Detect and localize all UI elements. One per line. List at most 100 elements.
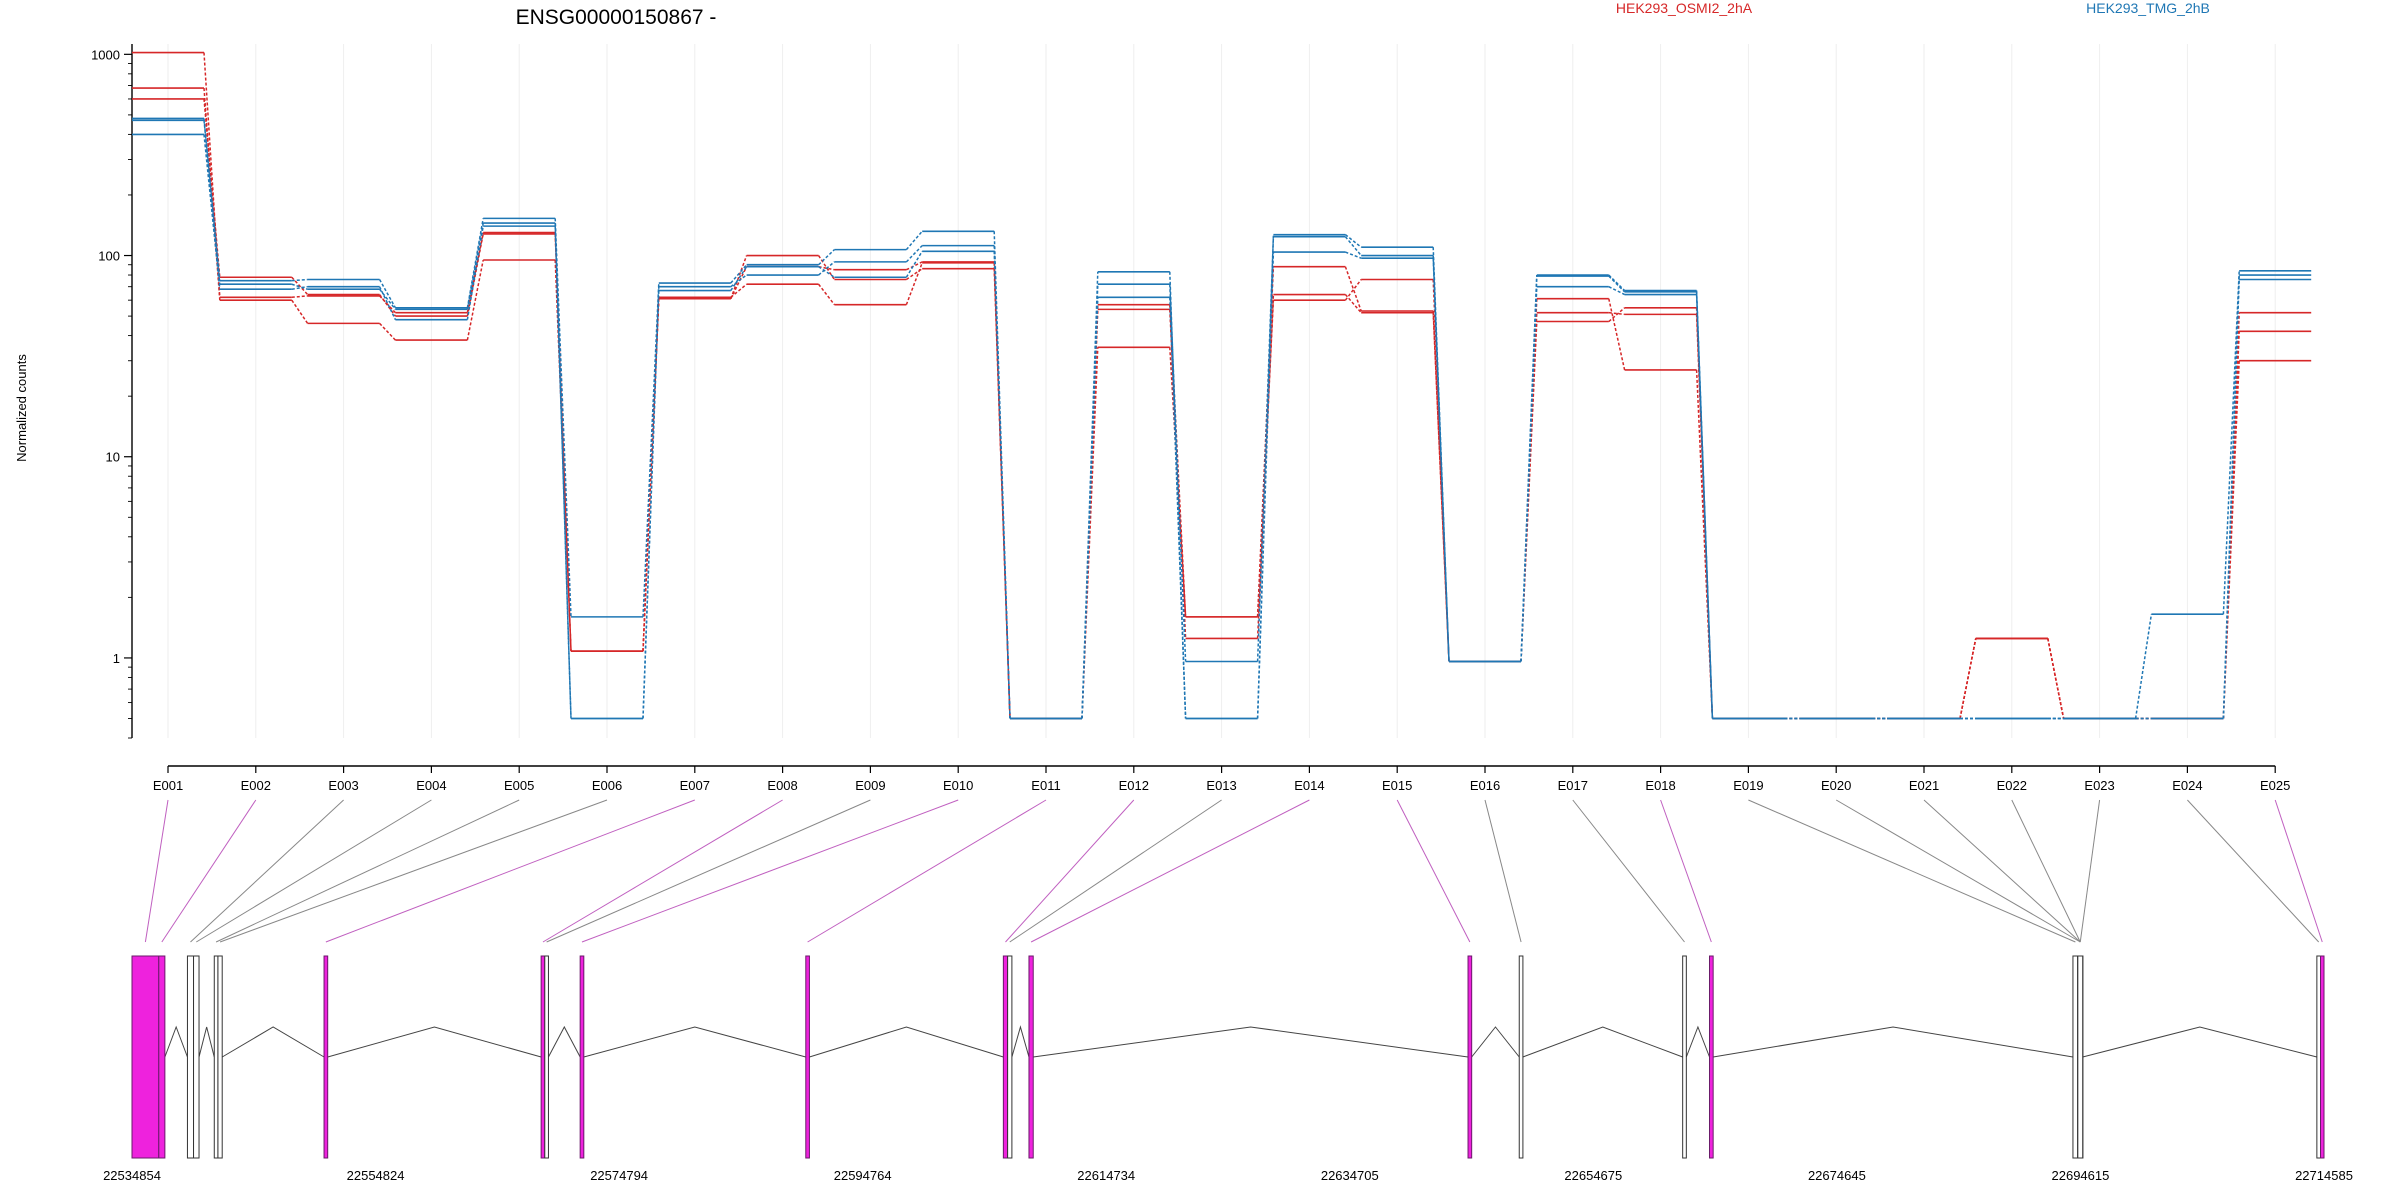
exon-box <box>158 955 166 1159</box>
series-connector <box>730 274 748 288</box>
series-connector <box>1608 286 1625 296</box>
series-connector <box>1695 294 1714 719</box>
intron-line <box>1471 1026 1520 1058</box>
intron-line <box>1713 1026 2074 1058</box>
series-connector <box>378 294 397 317</box>
genomic-tick-label: 22674645 <box>1808 1168 1866 1183</box>
series-connector <box>730 283 748 298</box>
exon-connector <box>546 799 871 943</box>
genomic-tick-label: 22714585 <box>2295 1168 2353 1183</box>
series-connector <box>1608 311 1625 316</box>
series-connector <box>818 249 835 266</box>
x-tick-label: E020 <box>1821 778 1851 793</box>
exon-connector <box>542 799 783 943</box>
series-connector <box>203 52 221 298</box>
exon-connector <box>2079 799 2101 943</box>
exon-connector <box>1835 799 2081 943</box>
x-tick-label: E016 <box>1470 778 1500 793</box>
series-connector <box>554 233 572 652</box>
exon-connector <box>807 799 1047 943</box>
intron-line <box>548 1025 581 1058</box>
y-tick-label: 100 <box>98 249 120 264</box>
series-connector <box>1081 297 1099 719</box>
series-connector <box>642 298 660 652</box>
series-connector <box>2047 638 2065 719</box>
intron-line <box>1522 1026 1683 1058</box>
exon-box <box>540 955 546 1159</box>
y-tick-label: 1 <box>113 651 120 666</box>
exon-box <box>1007 955 1013 1159</box>
series-connector <box>1608 298 1626 371</box>
exon-connectors <box>144 799 2323 943</box>
series-connector <box>466 259 484 341</box>
x-tick-label: E024 <box>2172 778 2202 793</box>
genomic-tick-label: 22654675 <box>1564 1168 1622 1183</box>
x-tick-label: E017 <box>1558 778 1588 793</box>
series-lines <box>132 51 2312 720</box>
x-tick-label: E023 <box>2084 778 2114 793</box>
exon-box <box>131 955 160 1159</box>
x-tick-label: E002 <box>241 778 271 793</box>
series-connector <box>466 226 484 320</box>
series-connector <box>1520 286 1538 662</box>
chart-title: ENSG00000150867 - <box>516 6 717 29</box>
exon-box <box>1682 955 1687 1159</box>
series-connector <box>1344 279 1362 301</box>
series-line <box>132 133 2312 720</box>
x-tick-label: E021 <box>1909 778 1939 793</box>
gene-model-track <box>131 955 2325 1159</box>
intron-line <box>2082 1026 2317 1058</box>
intron-line <box>1033 1026 1469 1058</box>
exon-connector <box>2187 799 2320 943</box>
x-tick-label: E025 <box>2260 778 2290 793</box>
series-connector <box>378 286 397 320</box>
series-connector <box>905 250 923 278</box>
series-connector <box>203 118 221 285</box>
intron-line <box>327 1026 542 1058</box>
series-connector <box>1345 251 1362 259</box>
x-tick-label: E006 <box>592 778 622 793</box>
genomic-tick-label: 22614734 <box>1077 1168 1135 1183</box>
legend-label-tmg: HEK293_TMG_2hB <box>2086 0 2210 16</box>
genomic-tick-label: 22554824 <box>347 1168 405 1183</box>
series-connector <box>378 279 397 309</box>
series-connector <box>818 266 835 278</box>
series-connector <box>1344 234 1362 248</box>
exon-box <box>1518 955 1524 1159</box>
series-connector <box>906 261 923 271</box>
x-tick-label: E009 <box>855 778 885 793</box>
x-tick-label: E008 <box>767 778 797 793</box>
series-connector <box>203 134 221 290</box>
series-connector <box>905 230 923 251</box>
series-connector <box>818 261 835 276</box>
series-connector <box>1608 307 1626 323</box>
exon-connector <box>1484 799 1522 943</box>
legend-label-osmi2: HEK293_OSMI2_2hA <box>1616 0 1753 16</box>
exon-connector <box>1009 799 1222 943</box>
x-tick-label: E022 <box>1997 778 2027 793</box>
y-tick-label: 1000 <box>91 47 120 62</box>
genomic-tick-label: 22534854 <box>103 1168 161 1183</box>
x-tick-label: E004 <box>416 778 446 793</box>
vertical-gridlines <box>167 44 2276 738</box>
intron-line <box>809 1026 1004 1058</box>
x-tick-label: E018 <box>1645 778 1675 793</box>
intron-line <box>1685 1025 1710 1058</box>
exon-connector <box>2274 799 2323 943</box>
series-connector <box>818 265 835 271</box>
exon-box <box>805 955 810 1159</box>
genomic-tick-label: 22634705 <box>1321 1168 1379 1183</box>
series-connector <box>1608 274 1626 292</box>
series-connector <box>642 290 660 719</box>
series-connector <box>905 268 923 281</box>
exon-connector <box>1572 799 1685 943</box>
exon-box <box>1709 955 1714 1159</box>
intron-line <box>164 1025 188 1058</box>
series-connector <box>1959 638 1977 719</box>
series-connector <box>379 322 396 341</box>
series-connector <box>730 255 748 299</box>
series-connector <box>1344 294 1362 314</box>
exon-connector <box>2011 799 2081 943</box>
